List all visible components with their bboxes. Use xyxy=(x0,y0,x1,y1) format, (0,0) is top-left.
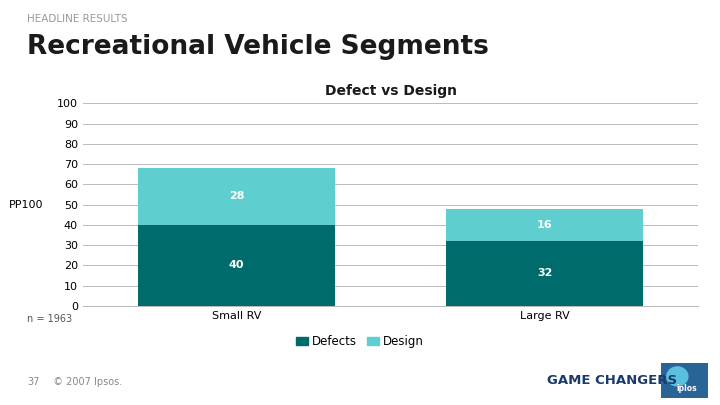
Bar xyxy=(446,209,643,241)
Bar xyxy=(446,241,643,306)
Text: Recreational Vehicle Segments: Recreational Vehicle Segments xyxy=(27,34,489,60)
Text: 37: 37 xyxy=(27,377,40,387)
Bar xyxy=(138,225,336,306)
Text: n = 1963: n = 1963 xyxy=(27,314,73,324)
Text: HEADLINE RESULTS: HEADLINE RESULTS xyxy=(27,14,128,24)
Legend: Defects, Design: Defects, Design xyxy=(291,330,429,352)
Text: 40: 40 xyxy=(229,260,245,270)
Text: 28: 28 xyxy=(229,192,245,201)
Text: iplos: iplos xyxy=(676,384,697,392)
Ellipse shape xyxy=(667,367,688,386)
Text: 32: 32 xyxy=(537,269,552,278)
Bar xyxy=(138,168,336,225)
Text: 16: 16 xyxy=(536,220,552,230)
Text: © 2007 Ipsos.: © 2007 Ipsos. xyxy=(47,377,122,387)
Title: Defect vs Design: Defect vs Design xyxy=(325,84,456,98)
Text: GAME CHANGERS: GAME CHANGERS xyxy=(547,374,678,387)
Y-axis label: PP100: PP100 xyxy=(9,200,44,209)
